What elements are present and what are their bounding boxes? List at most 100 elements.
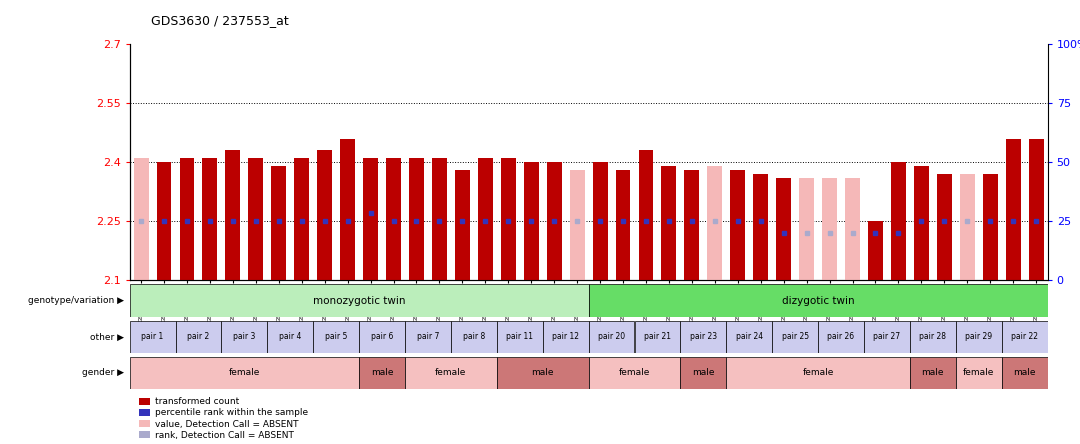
Bar	[497, 321, 542, 353]
Bar	[1028, 139, 1043, 280]
Bar	[822, 178, 837, 280]
Text: female: female	[619, 368, 650, 377]
Text: genotype/variation ▶: genotype/variation ▶	[28, 296, 124, 305]
Text: transformed count: transformed count	[156, 397, 240, 406]
Text: pair 12: pair 12	[552, 333, 579, 341]
Bar	[130, 357, 359, 388]
Bar	[956, 321, 1002, 353]
Bar	[313, 321, 359, 353]
Bar	[294, 158, 309, 280]
Bar	[138, 431, 150, 438]
Bar	[138, 409, 150, 416]
Text: male: male	[921, 368, 944, 377]
Bar	[138, 420, 150, 427]
Text: pair 29: pair 29	[966, 333, 993, 341]
Text: pair 28: pair 28	[919, 333, 946, 341]
Bar	[777, 178, 792, 280]
Bar	[524, 162, 539, 280]
Bar	[956, 357, 1002, 388]
Text: male: male	[370, 368, 393, 377]
Text: pair 27: pair 27	[874, 333, 901, 341]
Bar	[589, 357, 680, 388]
Bar	[726, 321, 772, 353]
Bar	[569, 170, 584, 280]
Text: GDS3630 / 237553_at: GDS3630 / 237553_at	[151, 14, 289, 27]
Bar	[405, 357, 497, 388]
Bar	[635, 321, 680, 353]
Bar	[914, 166, 929, 280]
Text: pair 20: pair 20	[598, 333, 625, 341]
Text: pair 1: pair 1	[141, 333, 164, 341]
Text: pair 3: pair 3	[233, 333, 256, 341]
Text: pair 4: pair 4	[279, 333, 301, 341]
Bar	[909, 357, 956, 388]
Bar	[386, 158, 401, 280]
Bar	[359, 357, 405, 388]
Bar	[432, 158, 447, 280]
Bar	[363, 158, 378, 280]
Bar	[772, 321, 819, 353]
Text: pair 25: pair 25	[782, 333, 809, 341]
Bar	[497, 357, 589, 388]
Bar	[685, 170, 700, 280]
Bar	[1002, 321, 1048, 353]
Bar	[179, 158, 194, 280]
Text: pair 24: pair 24	[735, 333, 762, 341]
Bar	[983, 174, 998, 280]
Bar	[318, 151, 333, 280]
Text: female: female	[802, 368, 834, 377]
Bar	[868, 221, 883, 280]
Bar	[248, 158, 264, 280]
Bar	[451, 321, 497, 353]
Bar	[409, 158, 424, 280]
Bar	[267, 321, 313, 353]
Text: value, Detection Call = ABSENT: value, Detection Call = ABSENT	[156, 420, 299, 428]
Text: pair 22: pair 22	[1011, 333, 1038, 341]
Text: female: female	[963, 368, 995, 377]
Text: pair 8: pair 8	[462, 333, 485, 341]
Bar	[819, 321, 864, 353]
Bar	[909, 321, 956, 353]
Bar	[1002, 357, 1048, 388]
Bar	[845, 178, 860, 280]
Bar	[680, 357, 726, 388]
Text: pair 11: pair 11	[507, 333, 534, 341]
Text: pair 21: pair 21	[644, 333, 671, 341]
Bar	[593, 162, 608, 280]
Bar	[477, 158, 492, 280]
Text: male: male	[692, 368, 715, 377]
Bar	[753, 174, 768, 280]
Bar	[130, 321, 175, 353]
Bar	[340, 139, 355, 280]
Text: monozygotic twin: monozygotic twin	[313, 296, 405, 306]
Text: rank, Detection Call = ABSENT: rank, Detection Call = ABSENT	[156, 431, 294, 440]
Text: pair 2: pair 2	[187, 333, 210, 341]
Bar	[138, 398, 150, 405]
Bar	[271, 166, 286, 280]
Bar	[501, 158, 516, 280]
Text: pair 23: pair 23	[690, 333, 717, 341]
Bar	[891, 162, 906, 280]
Text: pair 26: pair 26	[827, 333, 854, 341]
Bar	[638, 151, 653, 280]
Bar	[936, 174, 951, 280]
Text: pair 6: pair 6	[370, 333, 393, 341]
Bar	[661, 166, 676, 280]
Bar	[226, 151, 241, 280]
Text: percentile rank within the sample: percentile rank within the sample	[156, 408, 309, 417]
Text: male: male	[1013, 368, 1036, 377]
Bar	[1005, 139, 1021, 280]
Bar	[157, 162, 172, 280]
Bar	[202, 158, 217, 280]
Bar	[543, 321, 589, 353]
Bar	[134, 158, 149, 280]
Bar	[730, 170, 745, 280]
Bar	[175, 321, 221, 353]
Text: pair 5: pair 5	[325, 333, 348, 341]
Bar	[455, 170, 470, 280]
Bar	[589, 321, 634, 353]
Text: pair 7: pair 7	[417, 333, 440, 341]
Text: dizygotic twin: dizygotic twin	[782, 296, 854, 306]
Bar	[680, 321, 726, 353]
Bar	[130, 284, 589, 317]
